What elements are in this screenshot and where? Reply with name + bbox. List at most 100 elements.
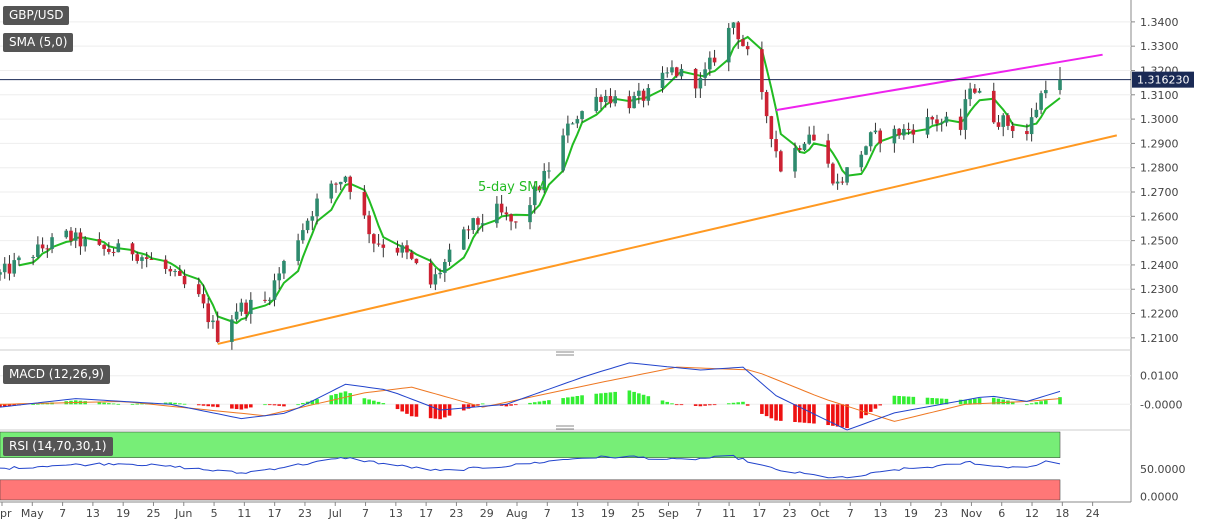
macd-histogram-bar	[372, 400, 376, 405]
candle-body	[1006, 115, 1010, 126]
macd-histogram-bar	[793, 404, 797, 422]
candle-body	[774, 139, 778, 152]
candle-body	[414, 258, 419, 264]
macd-histogram-bar	[774, 404, 778, 421]
candle-body	[646, 88, 651, 101]
candle-body	[249, 299, 253, 315]
macd-histogram-bar	[537, 401, 542, 405]
candle-body	[338, 181, 343, 185]
macd-histogram-bar	[1010, 401, 1015, 405]
candle-body	[17, 257, 21, 261]
candle-body	[991, 90, 996, 123]
macd-histogram-bar	[36, 403, 40, 405]
date-tick-label: 17	[419, 507, 433, 520]
macd-histogram-bar	[670, 403, 674, 405]
candle-body	[97, 239, 102, 245]
macd-histogram-bar	[395, 404, 400, 410]
candle-body	[973, 88, 977, 93]
macd-histogram-bar	[769, 404, 774, 419]
candle-body	[173, 270, 177, 272]
macd-histogram-bar	[911, 396, 916, 405]
candle-body	[1039, 93, 1043, 110]
macd-histogram-bar	[414, 404, 419, 417]
sma-indicator-label[interactable]: SMA (5,0)	[3, 33, 74, 52]
date-tick-label: 19	[116, 507, 130, 520]
macd-histogram-bar	[902, 396, 906, 405]
candle-body	[329, 183, 334, 199]
date-tick-label: 19	[904, 507, 918, 520]
macd-histogram-bar	[267, 404, 272, 406]
symbol-label[interactable]: GBP/USD	[3, 6, 70, 25]
candle-body	[698, 77, 703, 89]
candle-body	[211, 320, 215, 323]
macd-histogram-bar	[542, 400, 547, 405]
candle-body	[570, 123, 575, 125]
macd-histogram-bar	[935, 398, 939, 405]
candle-body	[958, 116, 963, 130]
macd-histogram-bar	[329, 395, 334, 405]
candle-body	[665, 72, 670, 74]
rsi-oversold-zone	[0, 479, 1061, 501]
macd-histogram-bar	[1044, 400, 1048, 405]
candle-body	[244, 302, 248, 315]
date-tick-label: May	[21, 507, 44, 520]
macd-histogram-bar	[826, 404, 830, 426]
candle-body	[532, 186, 537, 206]
candle-body	[343, 176, 348, 182]
price-tick-label: 1.2200	[1140, 308, 1179, 321]
candle-body	[31, 256, 35, 258]
macd-indicator-label[interactable]: MACD (12,26,9)	[3, 365, 110, 384]
date-tick-label: 23	[934, 507, 948, 520]
macd-histogram-bar	[367, 399, 371, 405]
candle-body	[637, 90, 641, 96]
macd-histogram-bar	[111, 403, 116, 405]
macd-histogram-bar	[570, 396, 575, 405]
macd-histogram-bar	[163, 402, 168, 405]
macd-histogram-bar	[594, 393, 599, 405]
candle-body	[845, 167, 849, 183]
macd-histogram-bar	[296, 404, 300, 406]
candle-body	[372, 234, 376, 244]
resistance-trendline[interactable]	[775, 53, 1103, 112]
macd-histogram-bar	[310, 400, 315, 405]
rsi-tick-label: 50.0000	[1140, 463, 1186, 476]
macd-histogram-bar	[679, 404, 684, 406]
macd-histogram-bar	[466, 404, 471, 409]
macd-histogram-bar	[807, 404, 812, 424]
candle-body	[310, 216, 315, 221]
candle-body	[769, 116, 774, 140]
macd-histogram-bar	[603, 392, 608, 405]
macd-histogram-bar	[7, 404, 12, 407]
macd-histogram-bar	[925, 397, 930, 405]
candle-body	[864, 146, 868, 155]
candle-body	[613, 96, 617, 104]
macd-histogram-bar	[646, 396, 651, 405]
macd-histogram-bar	[779, 404, 783, 421]
candle-body	[632, 95, 636, 109]
pane-resize-handle-rsi[interactable]	[556, 425, 574, 430]
candle-body	[603, 96, 608, 103]
macd-histogram-bar	[906, 396, 911, 405]
candle-body	[906, 128, 911, 130]
candle-body	[963, 99, 968, 130]
candle-body	[902, 128, 906, 136]
macd-histogram-bar	[726, 403, 731, 405]
macd-histogram-bar	[201, 404, 206, 406]
candle-body	[641, 90, 646, 101]
price-tick-label: 1.2900	[1140, 137, 1179, 150]
macd-histogram-bar	[196, 404, 201, 406]
candle-body	[428, 263, 433, 285]
price-tick-label: 1.3400	[1140, 16, 1179, 29]
macd-histogram-bar	[930, 398, 935, 405]
candle-body	[405, 245, 409, 253]
date-tick-label: 7	[544, 507, 551, 520]
rsi-indicator-label[interactable]: RSI (14,70,30,1)	[3, 437, 113, 456]
pane-resize-handle-macd[interactable]	[556, 351, 574, 356]
date-tick-label: Aug	[506, 507, 527, 520]
candle-body	[537, 186, 542, 191]
candle-body	[736, 22, 741, 40]
candle-body	[968, 88, 972, 100]
support-trendline[interactable]	[217, 134, 1118, 345]
candle-body	[561, 135, 565, 171]
